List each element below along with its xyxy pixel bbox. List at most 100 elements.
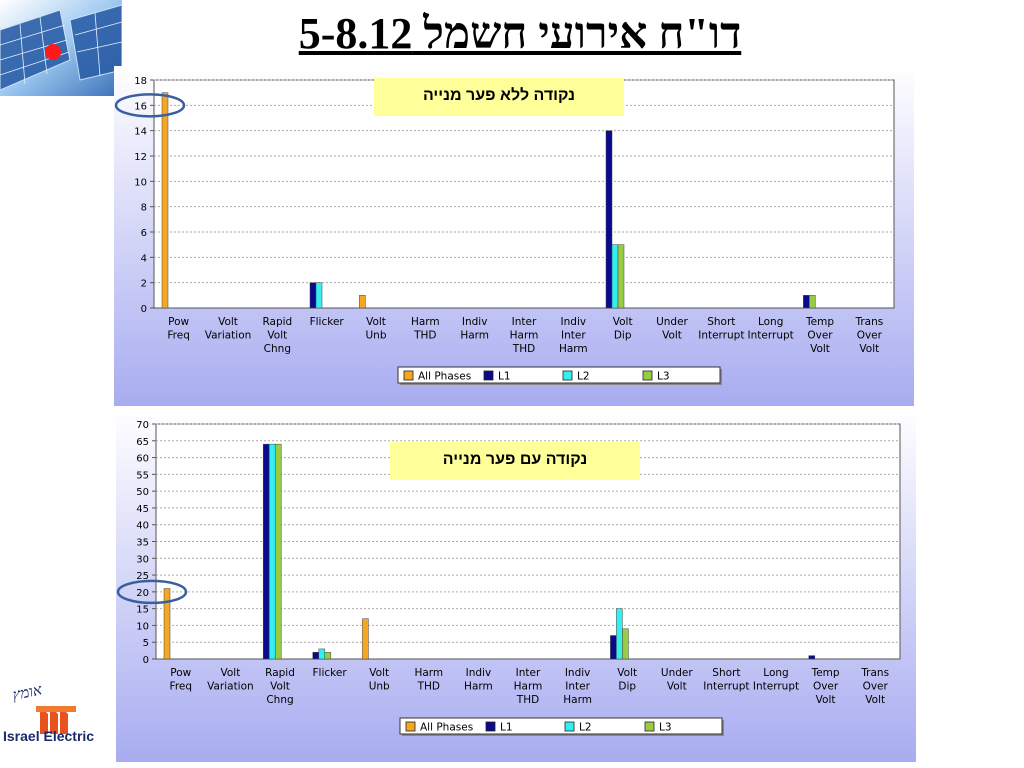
bar-all-phases	[161, 92, 169, 309]
x-tick-label: Over	[813, 681, 839, 693]
x-tick-label: Temp	[811, 667, 840, 679]
x-tick-label: Volt	[859, 343, 879, 355]
x-tick-label: Inter	[516, 667, 541, 679]
bar-l1	[312, 652, 320, 660]
x-tick-label: Volt	[366, 316, 386, 328]
y-tick-label: 20	[136, 588, 149, 599]
x-tick-label: Over	[807, 330, 833, 342]
x-tick-label: Flicker	[313, 667, 348, 679]
x-tick-label: Interrupt	[698, 330, 744, 342]
x-tick-label: THD	[413, 330, 436, 342]
x-tick-label: Chng	[264, 343, 291, 355]
x-tick-label: Interrupt	[748, 330, 794, 342]
y-tick-label: 30	[136, 554, 149, 565]
x-tick-label: Indiv	[466, 667, 492, 679]
chart-note: נקודה עם פער מנייה	[390, 442, 640, 480]
x-tick-label: Interrupt	[753, 681, 799, 693]
chart-with-counting-gap: 0 5 10 15 20 25 30 35 40 45 50 55 60 65 70 Pow Freq Volt V…	[116, 408, 916, 762]
bar-l2	[616, 608, 623, 660]
legend-label: L1	[500, 722, 513, 734]
company-label: Israel Electric	[3, 728, 95, 744]
legend-label: L2	[577, 371, 590, 383]
y-tick-label: 55	[136, 470, 149, 481]
legend-swatch	[644, 721, 655, 732]
x-tick-label: Rapid	[262, 316, 292, 328]
x-tick-label: Over	[863, 681, 889, 693]
y-tick-label: 25	[136, 571, 149, 582]
x-tick-label: Dip	[618, 681, 636, 693]
legend-swatch	[642, 370, 653, 381]
x-tick-label: Dip	[614, 330, 632, 342]
bar-l3	[809, 295, 816, 309]
x-tick-label: Volt	[267, 330, 287, 342]
chart-note: נקודה ללא פער מנייה	[374, 78, 624, 116]
x-tick-label: Chng	[266, 694, 293, 706]
legend-swatch	[562, 370, 573, 381]
legend-label: L3	[657, 371, 670, 383]
highlight-ellipse	[116, 579, 188, 605]
bar-l1	[309, 282, 317, 309]
x-tick-label: Volt	[865, 694, 885, 706]
x-tick-label: Harm	[464, 681, 493, 693]
x-tick-label: Inter	[565, 681, 590, 693]
x-tick-label: Freq	[167, 330, 190, 342]
bar-l2	[611, 244, 619, 309]
slide-title: דו"ח אירועי חשמל 5-8.12	[298, 9, 742, 58]
bar-all-phases	[359, 295, 366, 309]
bar-l1	[808, 655, 816, 660]
y-tick-label: 8	[141, 203, 147, 214]
x-tick-label: Volt	[613, 316, 633, 328]
x-tick-label: Variation	[207, 681, 254, 693]
x-tick-label: Harm	[563, 694, 592, 706]
bar-l2	[268, 443, 276, 660]
x-tick-label: Pow	[168, 316, 189, 328]
legend-swatch	[405, 721, 416, 732]
x-tick-label: Long	[758, 316, 783, 328]
bar-l1	[605, 130, 613, 309]
x-tick-label: THD	[516, 694, 539, 706]
x-tick-label: Interrupt	[703, 681, 749, 693]
bar-l3	[617, 244, 625, 309]
x-tick-label: Long	[763, 667, 788, 679]
x-tick-label: Volt	[270, 681, 290, 693]
y-tick-label: 15	[136, 605, 149, 616]
x-tick-label: Inter	[512, 316, 537, 328]
y-tick-label: 14	[134, 127, 147, 138]
y-tick-label: 5	[143, 638, 149, 649]
bar-l1	[262, 443, 270, 660]
solar-panel-logo	[0, 0, 122, 96]
x-tick-label: Volt	[369, 667, 389, 679]
x-tick-label: Harm	[559, 343, 588, 355]
x-tick-label: Short	[712, 667, 740, 679]
legend-swatch	[564, 721, 575, 732]
x-tick-label: Under	[661, 667, 693, 679]
legend-swatch	[483, 370, 494, 381]
bar-l1	[803, 295, 810, 309]
x-tick-label: Flicker	[310, 316, 345, 328]
x-tick-label: Harm	[510, 330, 539, 342]
y-tick-label: 4	[141, 253, 147, 264]
legend-label: L1	[498, 371, 511, 383]
highlight-ellipse	[114, 93, 186, 118]
x-tick-label: Short	[707, 316, 735, 328]
y-tick-label: 70	[136, 420, 149, 431]
y-tick-label: 65	[136, 437, 149, 448]
x-tick-label: THD	[417, 681, 440, 693]
bar-all-phases	[163, 588, 171, 660]
bar-l3	[622, 628, 629, 660]
y-tick-label: 10	[134, 177, 147, 188]
x-tick-label: Under	[656, 316, 688, 328]
x-tick-label: THD	[512, 343, 535, 355]
y-tick-label: 10	[136, 621, 149, 632]
legend-label: All Phases	[420, 722, 473, 734]
x-tick-label: Variation	[205, 330, 252, 342]
x-tick-label: Indiv	[462, 316, 488, 328]
legend: All Phases L1 L2 L3	[399, 717, 724, 736]
chart-without-counting-gap: 0 2 4 6 8 10 12 14 16 18 Pow Freq Volt Variation Rapid…	[114, 66, 914, 406]
bar-l1	[610, 635, 617, 660]
legend-swatch	[403, 370, 414, 381]
x-tick-label: Pow	[170, 667, 191, 679]
x-tick-label: Volt	[810, 343, 830, 355]
x-tick-label: Rapid	[265, 667, 295, 679]
y-tick-label: 45	[136, 504, 149, 515]
